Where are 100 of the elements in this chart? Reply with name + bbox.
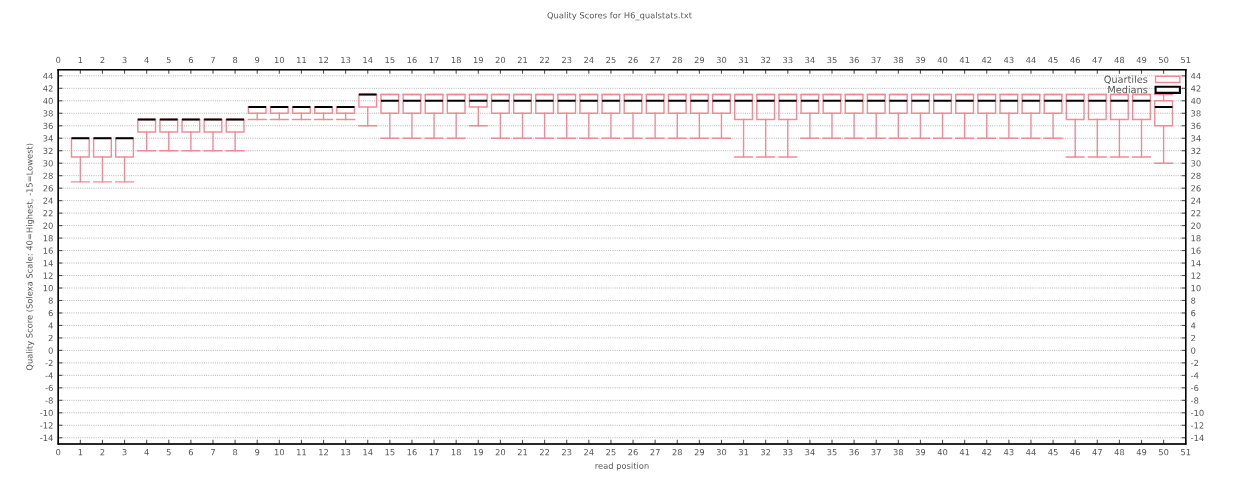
y-tick-label: 32 <box>43 147 53 154</box>
x2-tick-label: 42 <box>981 56 992 64</box>
x-tick-label: 40 <box>937 449 948 456</box>
x2-tick-label: 17 <box>429 56 439 64</box>
y-tick-label: 18 <box>43 235 53 242</box>
x2-tick-label: 39 <box>915 56 926 64</box>
x2-tick-label: 34 <box>805 56 815 64</box>
y2-tick-label: 42 <box>1190 85 1201 92</box>
x-tick-label: 6 <box>188 449 194 456</box>
y2-tick-label: -12 <box>1190 422 1204 429</box>
y2-tick-label: -10 <box>1190 409 1204 417</box>
x2-tick-label: 33 <box>783 56 793 64</box>
x-tick-label: 17 <box>429 449 439 456</box>
x-tick-label: 22 <box>539 449 550 456</box>
y2-tick-label: 44 <box>1190 72 1201 80</box>
x2-tick-label: 40 <box>937 56 948 64</box>
x-tick-label: 11 <box>297 449 306 456</box>
x2-tick-label: 23 <box>562 56 572 64</box>
x-tick-label: 7 <box>211 449 215 456</box>
x2-tick-label: 4 <box>144 56 149 64</box>
x-tick-label: 48 <box>1114 449 1125 456</box>
x2-tick-label: 22 <box>539 56 550 64</box>
x-tick-label: 51 <box>1181 449 1191 456</box>
y2-tick-label: 32 <box>1191 147 1201 154</box>
y-tick-label: 28 <box>43 172 53 179</box>
x2-tick-label: 9 <box>255 56 260 64</box>
x-tick-label: 41 <box>959 449 970 456</box>
x2-tick-label: 6 <box>188 56 194 64</box>
x-tick-label: 25 <box>606 449 616 456</box>
x-tick-label: 20 <box>495 449 506 456</box>
x-tick-label: 47 <box>1092 449 1102 456</box>
y-tick-label: 34 <box>43 135 53 142</box>
y-tick-label: 8 <box>48 297 53 304</box>
x2-tick-label: 3 <box>122 56 127 64</box>
x2-tick-label: 7 <box>211 56 215 64</box>
y-tick-label: 2 <box>48 334 53 342</box>
x2-tick-label: 46 <box>1070 56 1080 64</box>
x-tick-label: 44 <box>1026 449 1036 456</box>
x-tick-label: 23 <box>562 449 572 456</box>
x2-tick-label: 38 <box>893 56 904 64</box>
x-tick-label: 35 <box>827 449 837 456</box>
x2-tick-label: 47 <box>1092 56 1102 64</box>
y-tick-label: 40 <box>43 97 53 105</box>
x-tick-label: 5 <box>166 449 171 456</box>
x-tick-label: 18 <box>451 449 461 456</box>
x2-tick-label: 15 <box>385 56 395 64</box>
y-tick-label: 26 <box>43 185 53 192</box>
x-tick-label: 42 <box>981 449 992 456</box>
x-tick-label: 4 <box>144 449 149 456</box>
x2-tick-label: 21 <box>517 56 528 64</box>
x2-tick-label: 8 <box>233 56 238 64</box>
x2-tick-label: 11 <box>297 56 306 64</box>
x2-tick-label: 48 <box>1114 56 1125 64</box>
x2-tick-label: 24 <box>584 56 594 64</box>
y-tick-label: 22 <box>43 210 53 217</box>
x2-tick-label: 1 <box>78 56 83 64</box>
x-tick-label: 39 <box>915 449 926 456</box>
x2-tick-label: 20 <box>495 56 506 64</box>
y2-tick-label: 2 <box>1191 334 1196 342</box>
x-tick-label: 12 <box>319 449 328 456</box>
x-tick-label: 14 <box>363 449 373 456</box>
x2-tick-label: 49 <box>1136 56 1147 64</box>
x2-tick-label: 12 <box>319 56 328 64</box>
y-tick-label: 42 <box>43 85 53 92</box>
y2-tick-label: -2 <box>1190 359 1199 367</box>
y2-tick-label: 36 <box>1191 122 1201 130</box>
x-tick-label: 46 <box>1070 449 1080 456</box>
y-tick-label: 0 <box>48 347 53 354</box>
x2-tick-label: 43 <box>1003 56 1014 64</box>
x2-tick-label: 37 <box>871 56 881 64</box>
x-tick-label: 27 <box>650 449 660 456</box>
x-tick-label: 15 <box>385 449 395 456</box>
x2-tick-label: 45 <box>1048 56 1058 64</box>
y-tick-label: 14 <box>43 260 53 267</box>
x2-tick-label: 27 <box>650 56 660 64</box>
x2-tick-label: 32 <box>761 56 771 64</box>
x-tick-label: 28 <box>672 449 682 456</box>
x-axis-title: read position <box>595 462 649 471</box>
x-tick-label: 3 <box>122 449 127 456</box>
chart-title: Quality Scores for H6_qualstats.txt <box>547 12 692 21</box>
y2-tick-label: -14 <box>1190 434 1204 441</box>
y2-tick-label: 26 <box>1191 185 1201 192</box>
y-tick-label: -12 <box>40 422 53 429</box>
x2-tick-label: 35 <box>827 56 837 64</box>
x-tick-label: 30 <box>716 449 727 456</box>
x2-tick-label: 29 <box>694 56 705 64</box>
x-tick-label: 45 <box>1048 449 1058 456</box>
x2-tick-label: 16 <box>407 56 417 64</box>
y-tick-label: -14 <box>40 434 53 441</box>
x2-tick-label: 50 <box>1158 56 1169 64</box>
x-tick-label: 43 <box>1003 449 1014 456</box>
x2-tick-label: 10 <box>274 56 285 64</box>
y2-tick-label: -6 <box>1190 384 1199 392</box>
y2-tick-label: 18 <box>1191 235 1201 242</box>
x-tick-label: 13 <box>341 449 351 456</box>
x2-tick-label: 2 <box>100 56 105 64</box>
x-tick-label: 50 <box>1158 449 1169 456</box>
y-tick-label: -6 <box>45 384 53 392</box>
x-tick-label: 1 <box>78 449 83 456</box>
y-tick-label: 20 <box>43 222 53 229</box>
